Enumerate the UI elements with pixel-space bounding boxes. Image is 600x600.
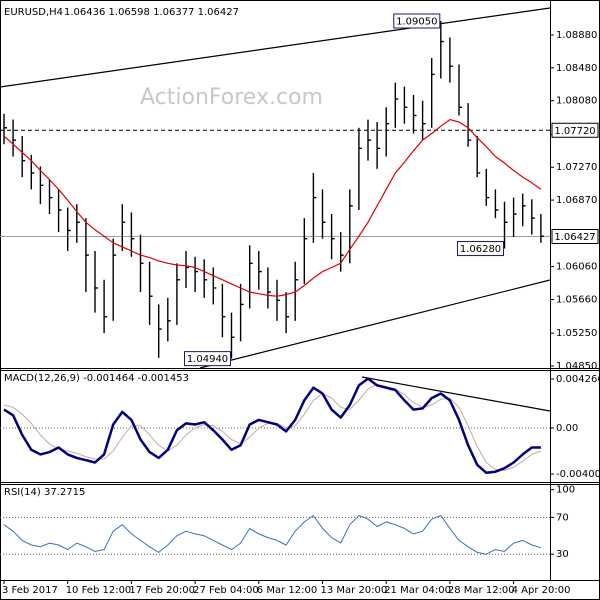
- panel-title: RSI(14) 37.2715: [4, 487, 85, 498]
- level-box: [551, 122, 599, 138]
- y-tick-label: 1.06870: [556, 195, 597, 206]
- y-tick-label: 1.07270: [556, 162, 597, 173]
- x-tick-label: 17 Feb 20:00: [129, 585, 195, 596]
- y-tick-label: 70: [556, 512, 569, 523]
- y-tick-label: -0.004004: [556, 469, 600, 480]
- x-tick-label: 21 Mar 04:00: [384, 585, 451, 596]
- series-line: [3, 119, 542, 297]
- panel-title: MACD(12,26,9) -0.001464 -0.001453: [4, 373, 189, 384]
- y-tick-label: 0.00: [556, 423, 578, 434]
- y-tick-label: 100: [556, 485, 575, 496]
- watermark: ActionForex.com: [140, 85, 323, 110]
- annotation-box: [184, 351, 231, 367]
- y-tick-label: 1.08080: [556, 96, 597, 107]
- series-line: [3, 377, 541, 475]
- y-tick-label: 1.06060: [556, 262, 597, 273]
- trend-line: [199, 279, 551, 369]
- x-tick-label: 27 Feb 04:00: [193, 585, 259, 596]
- panel-subtitle: 1.06436 1.06598 1.06377 1.06427: [64, 7, 239, 18]
- x-tick-label: 3 Feb 2017: [2, 585, 58, 596]
- annotation-box: [457, 241, 504, 257]
- x-tick-label: 6 Mar 12:00: [257, 585, 317, 596]
- x-tick-label: 13 Mar 20:00: [321, 585, 388, 596]
- y-tick-label: 30: [556, 549, 569, 560]
- level-box: [551, 228, 599, 244]
- panel-title: EURUSD,H4: [4, 7, 63, 18]
- y-tick-label: 1.05660: [556, 294, 597, 305]
- level-label: 1.06427: [554, 232, 595, 243]
- trend-line: [0, 7, 551, 88]
- x-tick-label: 28 Mar 12:00: [448, 585, 515, 596]
- y-tick-label: 1.05250: [556, 328, 597, 339]
- y-tick-label: 1.04850: [556, 361, 597, 372]
- series-line: [3, 515, 542, 555]
- y-tick-label: 1.08880: [556, 30, 597, 41]
- annotation-label: 1.09050: [396, 17, 437, 28]
- annotation-box: [393, 13, 441, 29]
- y-tick-label: 0.004266: [556, 374, 600, 385]
- trend-line: [361, 376, 551, 412]
- annotation-label: 1.06280: [460, 244, 501, 255]
- annotation-label: 1.04940: [187, 354, 228, 365]
- level-label: 1.07720: [554, 126, 595, 137]
- x-tick-label: 4 Apr 20:00: [512, 585, 571, 596]
- x-tick-label: 10 Feb 12:00: [66, 585, 132, 596]
- y-tick-label: 1.08480: [556, 63, 597, 74]
